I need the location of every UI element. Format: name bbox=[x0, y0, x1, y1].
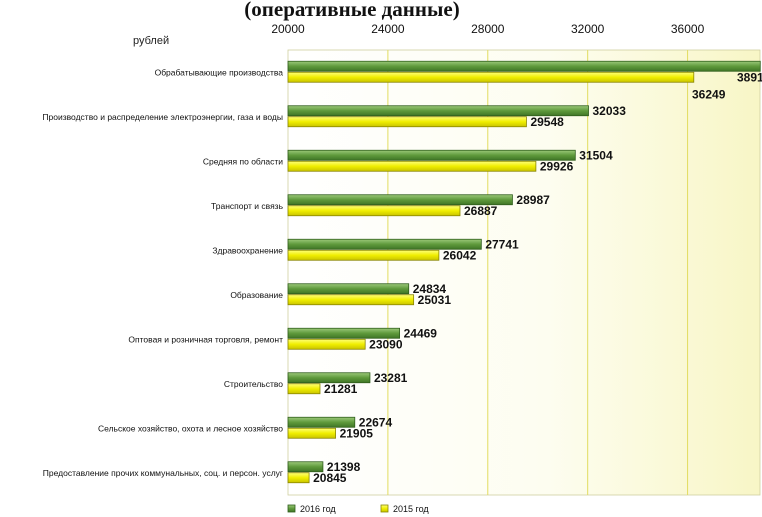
legend-label: 2016 год bbox=[300, 504, 336, 514]
legend: 2016 год 2015 год bbox=[287, 504, 429, 514]
bar-2016-год bbox=[287, 416, 356, 428]
data-label: 22674 bbox=[359, 415, 393, 429]
category-label: Транспорт и связь bbox=[211, 201, 284, 211]
data-label: 21398 bbox=[327, 460, 361, 474]
data-label: 24469 bbox=[404, 326, 438, 340]
bar-2016-год bbox=[287, 149, 576, 161]
legend-swatch bbox=[287, 504, 296, 513]
category-label: Производство и распределение электроэнер… bbox=[42, 112, 283, 122]
data-label: 23090 bbox=[369, 337, 403, 351]
bar-2015-год bbox=[287, 116, 527, 128]
bar-2015-год bbox=[287, 71, 695, 83]
bar-2016-год bbox=[287, 461, 324, 473]
bars bbox=[287, 60, 761, 484]
category-label: Здравоохранение bbox=[212, 245, 283, 255]
chart-title: (оперативные данные) bbox=[244, 0, 459, 21]
category-label: Строительство bbox=[224, 379, 283, 389]
data-label: 23281 bbox=[374, 371, 408, 385]
data-label: 21281 bbox=[324, 382, 358, 396]
data-label: 26042 bbox=[443, 248, 477, 262]
x-tick-label: 32000 bbox=[571, 22, 605, 36]
x-tick-label: 36000 bbox=[671, 22, 705, 36]
data-label: 25031 bbox=[418, 293, 452, 307]
category-label: Предоставление прочих коммунальных, соц.… bbox=[43, 468, 283, 478]
bar-2015-год bbox=[287, 160, 537, 172]
bar-2015-год bbox=[287, 205, 461, 217]
data-label: 27741 bbox=[485, 237, 519, 251]
bar-2016-год bbox=[287, 327, 401, 339]
data-label: 38911 bbox=[737, 70, 762, 84]
category-label: Обрабатывающие производства bbox=[155, 67, 284, 77]
bar-2016-год bbox=[287, 194, 513, 206]
bar-2015-год bbox=[287, 294, 415, 306]
data-label: 29926 bbox=[540, 159, 574, 173]
category-labels: Обрабатывающие производства Производство … bbox=[42, 67, 283, 478]
bar-2015-год bbox=[287, 472, 310, 484]
x-tick-label: 20000 bbox=[271, 22, 305, 36]
bar-2015-год bbox=[287, 338, 366, 350]
data-label: 29548 bbox=[530, 115, 564, 129]
category-label: Образование bbox=[230, 290, 283, 300]
x-axis-ticks: 20000 24000 28000 32000 36000 bbox=[271, 22, 704, 36]
data-label: 28987 bbox=[516, 193, 550, 207]
bar-2015-год bbox=[287, 383, 321, 395]
data-label: 26887 bbox=[464, 204, 498, 218]
x-tick-label: 24000 bbox=[371, 22, 405, 36]
unit-label: рублей bbox=[133, 35, 169, 47]
bar-2016-год bbox=[287, 105, 589, 117]
category-label: Сельское хозяйство, охота и лесное хозяй… bbox=[98, 423, 283, 433]
legend-label: 2015 год bbox=[393, 504, 429, 514]
data-label: 32033 bbox=[593, 104, 627, 118]
bar-2016-год bbox=[287, 60, 761, 72]
bar-2016-год bbox=[287, 238, 482, 250]
category-label: Средняя по области bbox=[203, 156, 283, 166]
bar-2015-год bbox=[287, 427, 336, 439]
bar-2016-год bbox=[287, 372, 371, 384]
data-label: 20845 bbox=[313, 471, 347, 485]
value-labels: 38911 36249 32033 29548 31504 29926 28987 26887… bbox=[313, 70, 762, 485]
legend-swatch bbox=[380, 504, 389, 513]
x-tick-label: 28000 bbox=[471, 22, 505, 36]
data-label: 21905 bbox=[340, 426, 374, 440]
data-label: 24834 bbox=[413, 282, 447, 296]
category-label: Оптовая и розничная торговля, ремонт bbox=[128, 334, 283, 344]
bar-2015-год bbox=[287, 249, 440, 261]
data-label: 31504 bbox=[579, 148, 613, 162]
data-label: 36249 bbox=[692, 87, 726, 101]
bar-2016-год bbox=[287, 283, 410, 295]
